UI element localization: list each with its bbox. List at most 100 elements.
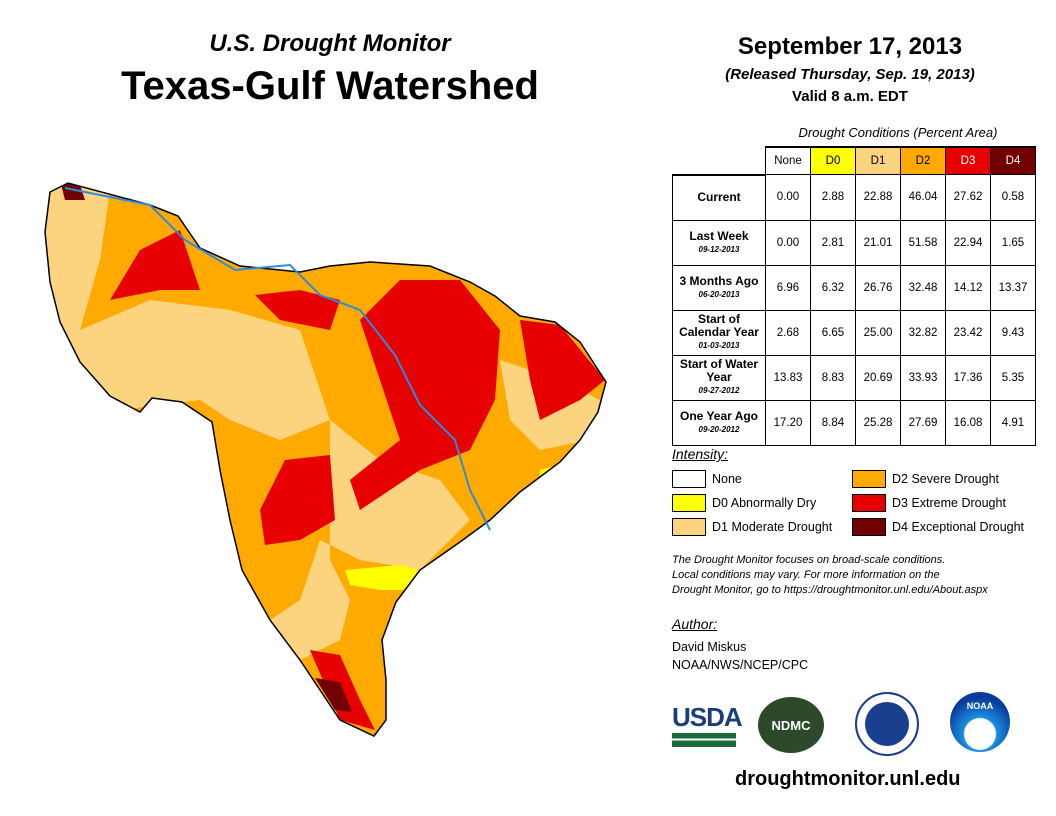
col-d4: D4 xyxy=(990,146,1036,175)
author-heading: Author: xyxy=(672,616,718,632)
legend-label: None xyxy=(712,472,742,486)
d1-region-west xyxy=(45,183,330,440)
table-header-row: None D0 D1 D2 D3 D4 xyxy=(672,146,1036,176)
watershed-map xyxy=(44,182,607,737)
table-cell: 6.96 xyxy=(765,264,811,311)
row-label: One Year Ago 09-20-2012 xyxy=(672,399,766,446)
table-cell: 1.65 xyxy=(990,219,1036,266)
table-cell: 22.94 xyxy=(945,219,991,266)
map-title: Texas-Gulf Watershed xyxy=(121,64,539,108)
table-cell: 27.69 xyxy=(900,399,946,446)
table-cell: 6.32 xyxy=(810,264,856,311)
table-cell: 8.83 xyxy=(810,354,856,401)
table-cell: 0.00 xyxy=(765,219,811,266)
author-org: NOAA/NWS/NCEP/CPC xyxy=(672,658,809,672)
table-cell: 0.00 xyxy=(765,174,811,221)
table-cell: 9.43 xyxy=(990,309,1036,356)
table-row: Start of Calendar Year 01-03-2013 2.68 6.65… xyxy=(672,309,1036,356)
table-cell: 20.69 xyxy=(855,354,901,401)
legend-swatch xyxy=(852,518,886,536)
legend-label: D4 Exceptional Drought xyxy=(892,520,1025,534)
col-none: None xyxy=(765,146,811,175)
table-cell: 32.82 xyxy=(900,309,946,356)
d1-region-south xyxy=(270,420,470,660)
table-cell: 51.58 xyxy=(900,219,946,266)
table-cell: 6.65 xyxy=(810,309,856,356)
row-label: Current xyxy=(672,174,766,221)
release-date: (Released Thursday, Sep. 19, 2013) xyxy=(725,66,975,83)
d3-region-central xyxy=(350,280,500,510)
table-cell: 27.62 xyxy=(945,174,991,221)
table-row: One Year Ago 09-20-2012 17.20 8.84 25.28 27.6… xyxy=(672,399,1036,446)
legend-label: D3 Extreme Drought xyxy=(892,496,1006,510)
map-date: September 17, 2013 xyxy=(737,33,963,60)
d4-region xyxy=(315,678,352,712)
table-cell: 2.68 xyxy=(765,309,811,356)
col-d1: D1 xyxy=(855,146,901,175)
table-cell: 21.01 xyxy=(855,219,901,266)
table-cell: 2.88 xyxy=(810,174,856,221)
legend-item: D4 Exceptional Drought xyxy=(852,518,1024,536)
website-url[interactable]: droughtmonitor.unl.edu xyxy=(735,768,961,790)
d3-region-east xyxy=(520,320,605,420)
legend-label: D2 Severe Drought xyxy=(892,472,1000,486)
d3-region-north xyxy=(255,290,340,330)
legend-item: D1 Moderate Drought xyxy=(672,518,832,536)
table-cell: 13.37 xyxy=(990,264,1036,311)
usda-logo: USDA xyxy=(672,702,743,747)
table-cell: 2.81 xyxy=(810,219,856,266)
d3-region-south xyxy=(260,455,335,545)
table-cell: 13.83 xyxy=(765,354,811,401)
table-cell: 23.42 xyxy=(945,309,991,356)
row-label: Last Week 09-12-2013 xyxy=(672,219,766,266)
legend-title: Intensity: xyxy=(672,446,729,462)
river xyxy=(64,187,491,531)
legend-item: D0 Abnormally Dry xyxy=(672,494,816,512)
disclaimer-note: The Drought Monitor focuses on broad-sca… xyxy=(672,554,988,596)
table-caption: Drought Conditions (Percent Area) xyxy=(798,125,998,140)
table-cell: 17.36 xyxy=(945,354,991,401)
noaa-logo: NOAA xyxy=(950,692,1010,752)
table-cell: 25.00 xyxy=(855,309,901,356)
legend-item: None xyxy=(672,470,742,488)
legend-swatch xyxy=(852,470,886,488)
table-cell: 0.58 xyxy=(990,174,1036,221)
legend-label: D1 Moderate Drought xyxy=(712,520,833,534)
row-label: Start of Water Year 09-27-2012 xyxy=(672,354,766,401)
legend: Intensity: None D0 Abnormally Dry D1 Moder… xyxy=(672,446,1024,536)
row-label: Start of Calendar Year 01-03-2013 xyxy=(672,309,766,356)
table-cell: 33.93 xyxy=(900,354,946,401)
drought-conditions-table: None D0 D1 D2 D3 D4 Current 0.00 2.88 22.88… xyxy=(672,146,1036,446)
col-d2: D2 xyxy=(900,146,946,175)
table-cell: 4.91 xyxy=(990,399,1036,446)
d3-region-nw xyxy=(110,230,200,300)
row-label: 3 Months Ago 06-20-2013 xyxy=(672,264,766,311)
col-d0: D0 xyxy=(810,146,856,175)
table-cell: 25.28 xyxy=(855,399,901,446)
legend-swatch xyxy=(672,494,706,512)
legend-label: D0 Abnormally Dry xyxy=(712,496,817,510)
table-cell: 32.48 xyxy=(900,264,946,311)
table-cell: 8.84 xyxy=(810,399,856,446)
table-cell: 26.76 xyxy=(855,264,901,311)
ndmc-logo: NDMC xyxy=(758,697,824,753)
table-row: 3 Months Ago 06-20-2013 6.96 6.32 26.76 32.48… xyxy=(672,264,1036,311)
table-row: Last Week 09-12-2013 0.00 2.81 21.01 51.58 22.… xyxy=(672,219,1036,266)
d0-region-coast xyxy=(345,565,440,590)
col-d3: D3 xyxy=(945,146,991,175)
author-name: David Miskus xyxy=(672,640,747,654)
legend-swatch xyxy=(672,470,706,488)
legend-item: D2 Severe Drought xyxy=(852,470,999,488)
author-info: David Miskus NOAA/NWS/NCEP/CPC xyxy=(672,638,808,674)
legend-swatch xyxy=(672,518,706,536)
watershed-outline xyxy=(44,182,607,737)
commerce-seal-logo xyxy=(855,692,919,756)
table-row: Current 0.00 2.88 22.88 46.04 27.62 0.58 xyxy=(672,174,1036,221)
table-cell: 46.04 xyxy=(900,174,946,221)
table-cell: 16.08 xyxy=(945,399,991,446)
map-subtitle: U.S. Drought Monitor xyxy=(209,30,451,57)
valid-time: Valid 8 a.m. EDT xyxy=(792,88,908,105)
table-cell: 14.12 xyxy=(945,264,991,311)
legend-swatch xyxy=(852,494,886,512)
